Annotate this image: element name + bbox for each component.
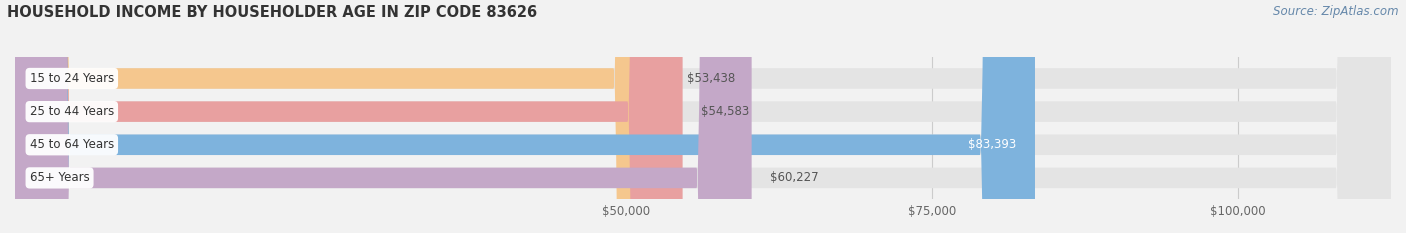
FancyBboxPatch shape [15,0,752,233]
Text: 65+ Years: 65+ Years [30,171,90,184]
Text: Source: ZipAtlas.com: Source: ZipAtlas.com [1274,5,1399,18]
FancyBboxPatch shape [15,0,669,233]
Text: 45 to 64 Years: 45 to 64 Years [30,138,114,151]
Text: 15 to 24 Years: 15 to 24 Years [30,72,114,85]
Text: $60,227: $60,227 [770,171,818,184]
FancyBboxPatch shape [15,0,1391,233]
Text: HOUSEHOLD INCOME BY HOUSEHOLDER AGE IN ZIP CODE 83626: HOUSEHOLD INCOME BY HOUSEHOLDER AGE IN Z… [7,5,537,20]
FancyBboxPatch shape [15,0,1035,233]
Text: 25 to 44 Years: 25 to 44 Years [30,105,114,118]
FancyBboxPatch shape [15,0,1391,233]
FancyBboxPatch shape [15,0,1391,233]
Text: $54,583: $54,583 [702,105,749,118]
FancyBboxPatch shape [15,0,1391,233]
FancyBboxPatch shape [15,0,682,233]
Text: $83,393: $83,393 [969,138,1017,151]
Text: $53,438: $53,438 [688,72,735,85]
